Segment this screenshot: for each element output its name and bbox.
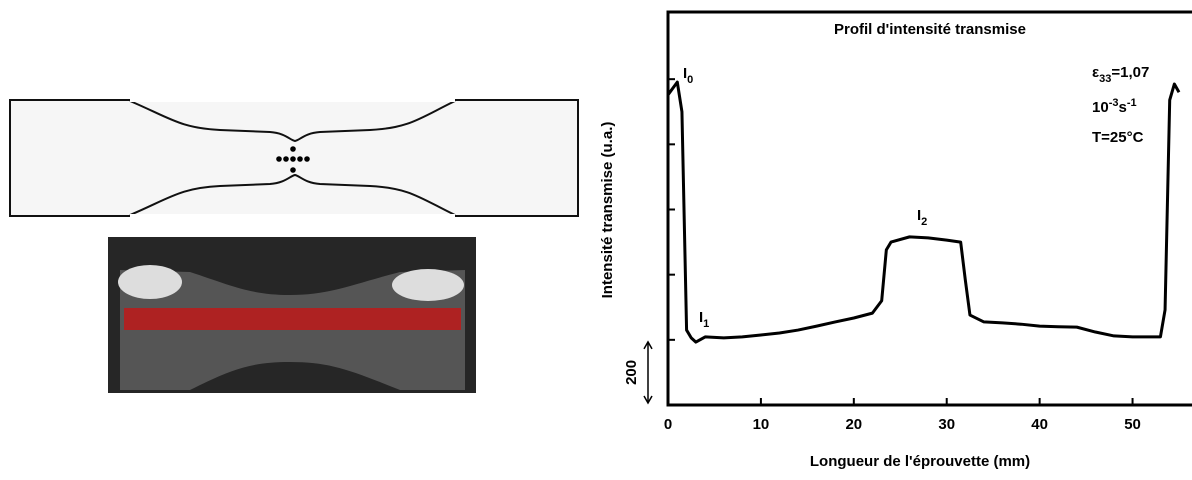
specimen-photo — [108, 237, 476, 393]
chart-title: Profil d'intensité transmise — [834, 21, 1026, 38]
scale-bar-label: 200 — [623, 360, 640, 385]
x-tick-label: 10 — [753, 416, 770, 433]
annotation-temperature: T=25°C — [1092, 129, 1144, 146]
annotation-i0: I0 — [683, 65, 693, 86]
annotation-i1: I1 — [699, 309, 709, 330]
line — [666, 80, 1181, 344]
y-axis-label: Intensité transmise (u.a.) — [599, 122, 616, 299]
x-tick-label: 0 — [664, 416, 672, 433]
specimen-drawing — [9, 98, 579, 218]
x-tick-label: 30 — [938, 416, 955, 433]
annotation-strain: ε33=1,07 — [1092, 64, 1149, 85]
x-axis-label: Longueur de l'éprouvette (mm) — [810, 453, 1030, 470]
x-tick-label: 20 — [845, 416, 862, 433]
annotation-i2: I2 — [917, 207, 927, 228]
annotation-rate: 10-3s-1 — [1092, 97, 1137, 116]
x-tick-label: 50 — [1124, 416, 1141, 433]
scale-bar-arrow — [643, 340, 653, 405]
x-tick-label: 40 — [1031, 416, 1048, 433]
